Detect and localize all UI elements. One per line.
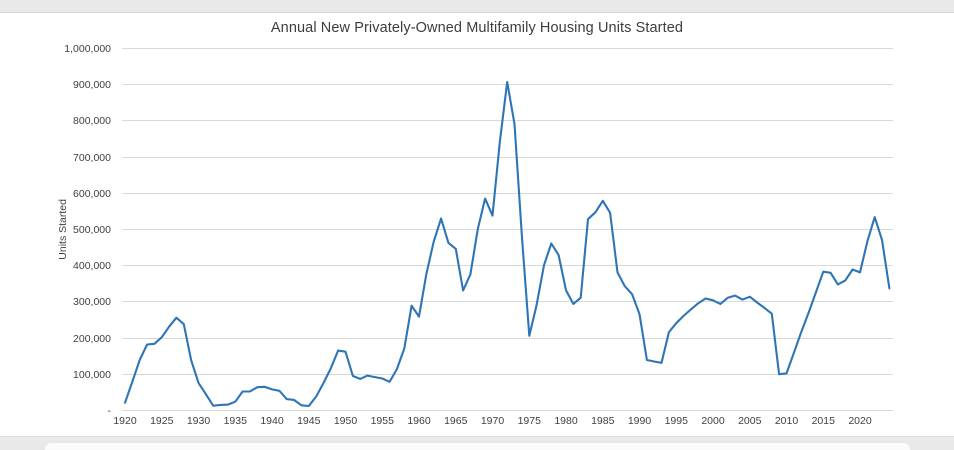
y-tick-label: 700,000 [73,152,111,164]
y-tick-label: 500,000 [73,224,111,236]
x-tick-label: 1960 [407,415,431,427]
x-tick-label: 2005 [738,415,762,427]
x-tick-label: 2000 [701,415,725,427]
x-tick-label: 1965 [444,415,468,427]
x-tick-label: 1995 [665,415,689,427]
next-section-card-edge [45,443,910,450]
y-tick-label: 200,000 [73,333,111,345]
y-tick-label: - [108,405,112,417]
x-tick-label: 1940 [260,415,284,427]
y-tick-label: 300,000 [73,296,111,308]
y-tick-label: 800,000 [73,115,111,127]
chart-title: Annual New Privately-Owned Multifamily H… [270,20,684,36]
x-tick-label: 1955 [371,415,395,427]
x-tick-label: 1980 [554,415,578,427]
y-tick-label: 1,000,000 [64,43,111,55]
x-tick-label: 2015 [812,415,836,427]
x-tick-label: 1920 [113,415,137,427]
x-tick-label: 1985 [591,415,615,427]
x-tick-label: 1945 [297,415,321,427]
x-tick-label: 1935 [224,415,248,427]
x-tick-label: 1925 [150,415,174,427]
x-tick-label: 2020 [848,415,872,427]
x-tick-label: 1950 [334,415,358,427]
top-chrome-band [0,0,954,13]
y-tick-label: 900,000 [73,79,111,91]
data-series-line [123,80,891,408]
y-tick-label: 600,000 [73,188,111,200]
bottom-chrome-band [0,436,954,450]
x-tick-label: 1975 [518,415,542,427]
x-tick-label: 1930 [187,415,211,427]
x-tick-label: 2010 [775,415,799,427]
x-tick-label: 1970 [481,415,505,427]
y-tick-label: 100,000 [73,369,111,381]
x-tick-label: 1990 [628,415,652,427]
y-tick-label: 400,000 [73,260,111,272]
